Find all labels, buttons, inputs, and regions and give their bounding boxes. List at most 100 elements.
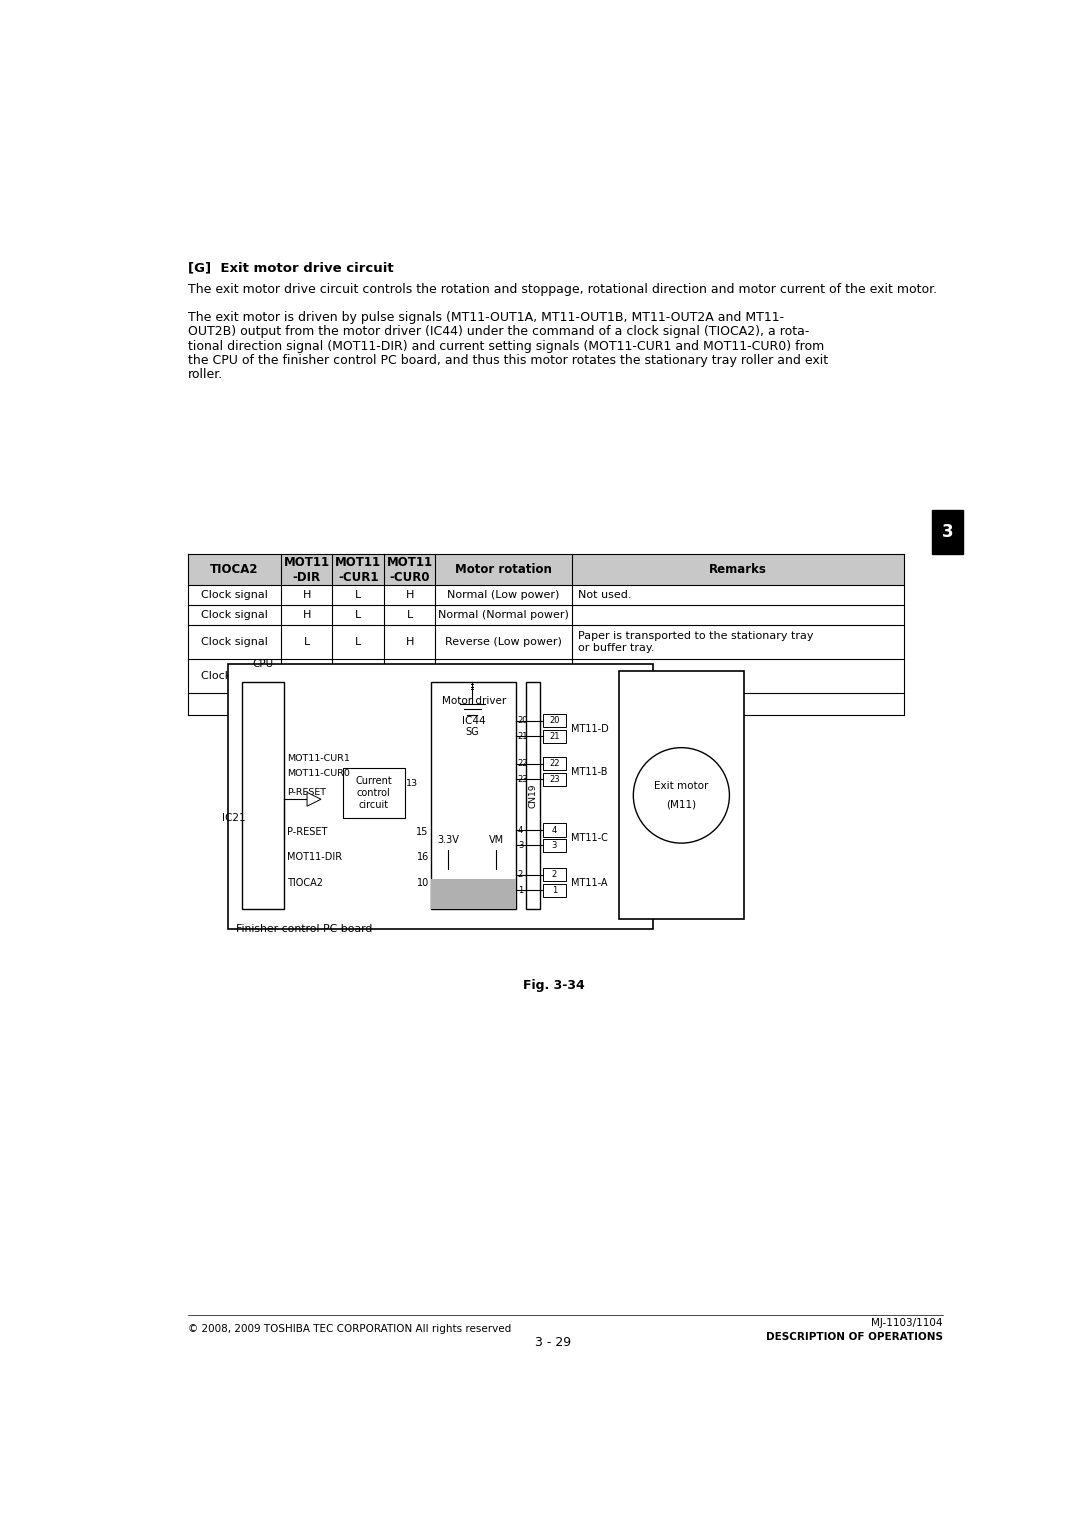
Text: MT11-C: MT11-C — [570, 834, 607, 843]
Text: VM: VM — [488, 835, 503, 846]
Text: 3: 3 — [942, 524, 953, 541]
Text: -: - — [232, 699, 237, 709]
Text: MT11-B: MT11-B — [570, 767, 607, 777]
Text: H: H — [302, 591, 311, 600]
Text: L: L — [303, 670, 310, 681]
Text: Motor rotation: Motor rotation — [455, 563, 552, 576]
Text: MT11-D: MT11-D — [570, 724, 608, 734]
Polygon shape — [307, 793, 321, 806]
Text: H: H — [354, 699, 362, 709]
Text: tional direction signal (MOT11-DIR) and current setting signals (MOT11-CUR1 and : tional direction signal (MOT11-DIR) and … — [188, 339, 824, 353]
Text: 3.3V: 3.3V — [437, 835, 459, 846]
Text: MOT11-CUR1: MOT11-CUR1 — [287, 754, 350, 764]
Text: Motor driver: Motor driver — [442, 696, 505, 705]
Text: 2: 2 — [552, 870, 557, 880]
Text: MOT11
-CUR0: MOT11 -CUR0 — [387, 556, 433, 583]
Text: Current
control
circuit: Current control circuit — [355, 777, 392, 809]
Text: L: L — [355, 670, 361, 681]
Text: TIOCA2: TIOCA2 — [287, 878, 323, 887]
Text: Fig. 3-34: Fig. 3-34 — [523, 979, 584, 993]
Text: Stop: Stop — [491, 699, 516, 709]
Text: MOT11
-DIR: MOT11 -DIR — [284, 556, 329, 583]
Text: P-RESET: P-RESET — [287, 788, 326, 797]
Bar — [242, 683, 284, 909]
Bar — [542, 773, 566, 786]
Text: 22: 22 — [517, 759, 528, 768]
Text: 1: 1 — [552, 886, 557, 895]
Text: MOT11-DIR: MOT11-DIR — [287, 852, 342, 861]
Text: Paper is transported to the stationary tray
or buffer tray.: Paper is transported to the stationary t… — [578, 631, 813, 654]
Text: (M11): (M11) — [666, 800, 697, 809]
Text: 10: 10 — [417, 878, 429, 887]
Text: TIOCA2: TIOCA2 — [210, 563, 258, 576]
Bar — [619, 672, 744, 919]
Text: L: L — [406, 611, 413, 620]
Text: Remarks: Remarks — [708, 563, 767, 576]
Text: the CPU of the finisher control PC board, and thus this motor rotates the statio: the CPU of the finisher control PC board… — [188, 354, 828, 366]
Text: H: H — [405, 591, 414, 600]
Text: Finisher control PC board: Finisher control PC board — [235, 924, 373, 935]
Text: Clock signal: Clock signal — [201, 670, 268, 681]
Text: Normal (Low power): Normal (Low power) — [447, 591, 559, 600]
Bar — [542, 838, 566, 852]
Bar — [932, 510, 962, 554]
Text: © 2008, 2009 TOSHIBA TEC CORPORATION All rights reserved: © 2008, 2009 TOSHIBA TEC CORPORATION All… — [188, 1324, 511, 1335]
Text: Normal (Normal power): Normal (Normal power) — [438, 611, 569, 620]
Text: 20: 20 — [517, 716, 528, 725]
Text: 23: 23 — [549, 774, 559, 783]
Bar — [526, 683, 540, 909]
Text: 3: 3 — [517, 841, 523, 851]
Text: CPU: CPU — [253, 660, 273, 669]
Text: -: - — [305, 699, 309, 709]
Text: 13: 13 — [406, 779, 418, 788]
Text: P-RESET: P-RESET — [287, 828, 327, 837]
Bar — [228, 664, 652, 928]
Text: Exit motor: Exit motor — [654, 782, 708, 791]
Text: The exit motor is driven by pulse signals (MT11-OUT1A, MT11-OUT1B, MT11-OUT2A an: The exit motor is driven by pulse signal… — [188, 312, 784, 324]
Text: CN19: CN19 — [528, 783, 537, 808]
Circle shape — [633, 748, 729, 843]
Text: SG: SG — [465, 727, 478, 738]
Text: L: L — [355, 591, 361, 600]
Bar — [342, 768, 405, 818]
Bar — [542, 757, 566, 770]
Text: 15: 15 — [417, 828, 429, 837]
Text: 1: 1 — [517, 886, 523, 895]
Text: Not used.: Not used. — [578, 591, 631, 600]
Text: Reverse (Low power): Reverse (Low power) — [445, 637, 562, 647]
Text: 2: 2 — [517, 870, 523, 880]
Text: L: L — [406, 670, 413, 681]
Text: 22: 22 — [549, 759, 559, 768]
Text: OUT2B) output from the motor driver (IC44) under the command of a clock signal (: OUT2B) output from the motor driver (IC4… — [188, 325, 809, 339]
Text: 16: 16 — [417, 852, 429, 861]
Text: -: - — [407, 699, 411, 709]
Text: MOT11-CUR0: MOT11-CUR0 — [287, 770, 350, 779]
Bar — [431, 880, 516, 909]
Text: 21: 21 — [517, 731, 528, 741]
Bar — [188, 554, 904, 585]
Text: 4: 4 — [552, 826, 557, 835]
Text: Clock signal: Clock signal — [201, 611, 268, 620]
Text: MT11-A: MT11-A — [570, 878, 607, 887]
Text: MJ-1103/1104: MJ-1103/1104 — [872, 1318, 943, 1328]
Text: L: L — [355, 611, 361, 620]
Bar — [542, 730, 566, 742]
Text: 4: 4 — [517, 826, 523, 835]
Bar — [542, 715, 566, 727]
Text: L: L — [303, 637, 310, 647]
Text: Reverse (Normal
power): Reverse (Normal power) — [457, 666, 550, 687]
Text: 3 - 29: 3 - 29 — [536, 1336, 571, 1350]
Text: IC44: IC44 — [462, 716, 486, 725]
Text: Clock signal: Clock signal — [201, 637, 268, 647]
Text: MOT11
-CUR1: MOT11 -CUR1 — [335, 556, 381, 583]
Bar — [431, 683, 516, 909]
Text: [G]  Exit motor drive circuit: [G] Exit motor drive circuit — [188, 261, 393, 275]
Bar — [542, 869, 566, 881]
Text: roller.: roller. — [188, 368, 222, 382]
Text: 21: 21 — [549, 731, 559, 741]
Text: H: H — [302, 611, 311, 620]
Bar — [542, 884, 566, 896]
Text: 23: 23 — [517, 774, 528, 783]
Text: Clock signal: Clock signal — [201, 591, 268, 600]
Text: The exit motor drive circuit controls the rotation and stoppage, rotational dire: The exit motor drive circuit controls th… — [188, 284, 936, 296]
